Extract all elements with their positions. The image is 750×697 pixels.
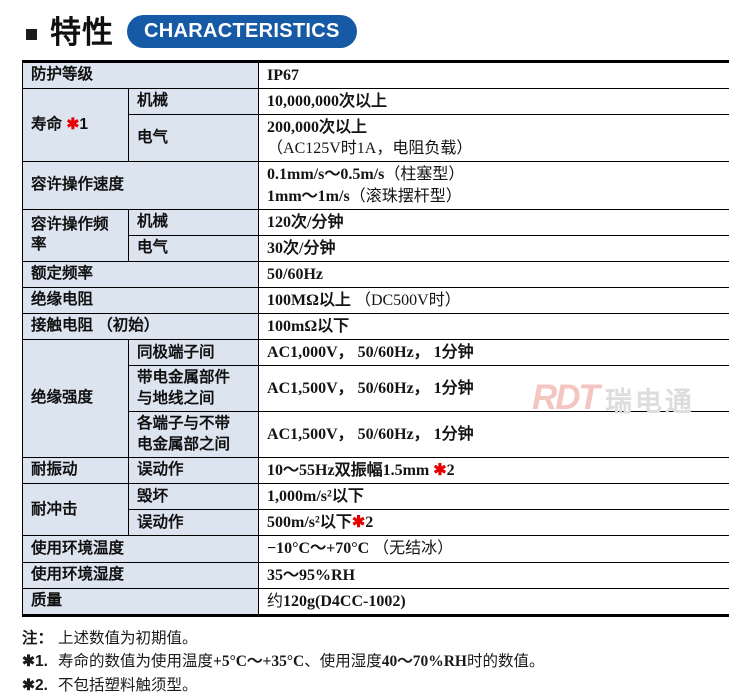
square-bullet-icon: [26, 28, 37, 40]
spec-label-cell: 绝缘电阻: [21, 286, 260, 315]
note-asterisk: ✱: [351, 514, 366, 532]
table-row: 耐冲击 毁坏 1,000m/s²以下: [22, 483, 729, 537]
footnote: ✱2. 不包括塑料触须型。: [22, 675, 728, 697]
table-row: 质量 约120g(D4CC-1002): [21, 587, 729, 616]
spec-label-cell: 耐振动: [22, 457, 129, 485]
section-header: 特性 CHARACTERISTICS: [0, 0, 750, 57]
spec-value-cell: 100mΩ以下: [258, 313, 729, 341]
spec-label-cell: 使用环境温度: [21, 535, 260, 563]
page-title: 特性: [50, 14, 114, 50]
table-row: 使用环境温度 −10°C～+70°C （无结冰）: [21, 535, 729, 563]
spec-label-cell: 绝缘强度: [22, 339, 129, 459]
spec-label-cell: 耐冲击: [22, 483, 129, 537]
spec-value-cell: 约120g(D4CC-1002): [258, 587, 729, 616]
table-row: 使用环境湿度 35～95%RH: [21, 561, 729, 589]
spec-value-cell: 10,000,000次以上: [258, 88, 729, 116]
spec-value-cell: 1,000m/s²以下: [258, 483, 729, 511]
spec-value-cell: 500m/s²以下✱2: [258, 509, 729, 537]
table-row: 容许操作速度 0.1mm/s～0.5m/s（柱塞型） 1mm～1m/s（滚珠摆杆型）: [21, 161, 729, 210]
characteristics-table: 防护等级 IP67 寿命 ✱1 机械 10,000,000次以上 电气 200,000次以上…: [21, 60, 729, 617]
spec-label-cell: 接触电阻 （初始）: [21, 313, 260, 341]
footnote: 注： 上述数值为初期值。: [22, 628, 728, 650]
footnote-marker: ✱2.: [22, 677, 48, 695]
table-row: 电气 200,000次以上 （AC125V时1A，电阻负载）: [23, 114, 729, 163]
spec-label-cell: 质量: [21, 587, 260, 616]
spec-subcategory-cell: 带电金属部件 与地线之间: [127, 365, 260, 413]
spec-label-cell: 容许操作速度: [21, 161, 260, 210]
spec-subcategory-cell: 误动作: [127, 509, 260, 537]
spec-subcategory-cell: 电气: [127, 234, 260, 262]
note-asterisk: ✱: [66, 116, 80, 134]
table-row: 绝缘强度 同极端子间 AC1,000V， 50/60Hz， 1分钟: [22, 339, 729, 459]
spec-value-cell: AC1,000V， 50/60Hz， 1分钟: [258, 339, 729, 367]
spec-value-cell: 35～95%RH: [258, 561, 729, 589]
spec-subcategory-cell: 机械: [127, 88, 260, 116]
table-row: 防护等级 IP67: [21, 60, 729, 90]
spec-value-cell: IP67: [258, 60, 729, 90]
spec-value-cell: 30次/分钟: [258, 234, 729, 262]
spec-label-cell: 寿命 ✱1: [22, 88, 129, 163]
table-row: 误动作 500m/s²以下✱2: [23, 509, 729, 537]
spec-value-cell: AC1,500V， 50/60Hz， 1分钟: [258, 411, 729, 459]
footnote-text: 不包括塑料触须型。: [58, 677, 198, 695]
spec-subcategory-cell: 电气: [127, 114, 260, 163]
note-asterisk: ✱: [433, 462, 447, 480]
spec-value-cell: 50/60Hz: [258, 260, 729, 288]
table-row: 容许操作频率 机械 120次/分钟: [22, 208, 729, 262]
footnote-text: 上述数值为初期值。: [58, 629, 198, 647]
footnote-marker: ✱1.: [22, 653, 48, 671]
spec-label-cell: 使用环境湿度: [21, 561, 260, 589]
spec-subcategory-cell: 误动作: [127, 457, 260, 485]
spec-value-cell: −10°C～+70°C （无结冰）: [258, 535, 729, 563]
characteristics-badge: CHARACTERISTICS: [127, 14, 357, 48]
spec-label-cell: 额定频率: [21, 260, 260, 288]
spec-subcategory-cell: 各端子与不带 电金属部之间: [127, 411, 260, 459]
spec-value-cell: 10～55Hz双振幅1.5mm ✱2: [258, 457, 729, 485]
spec-value-cell: 120次/分钟: [258, 208, 729, 236]
spec-value-cell: 0.1mm/s～0.5m/s（柱塞型） 1mm～1m/s（滚珠摆杆型）: [258, 161, 729, 210]
table-row: 额定频率 50/60Hz: [21, 260, 729, 288]
spec-subcategory-cell: 同极端子间: [127, 339, 260, 367]
spec-subcategory-cell: 毁坏: [127, 483, 260, 511]
table-row: 电气 30次/分钟: [23, 234, 729, 262]
spec-value-cell: AC1,500V， 50/60Hz， 1分钟: [258, 365, 729, 413]
footnotes: 注： 上述数值为初期值。 ✱1. 寿命的数值为使用温度+5°C～+35°C、使用湿度4…: [22, 628, 728, 697]
table-row: 接触电阻 （初始） 100mΩ以下: [21, 313, 729, 341]
table-row: 绝缘电阻 100MΩ以上 （DC500V时）: [21, 286, 729, 315]
footnote-text: 寿命的数值为使用温度+5°C～+35°C、使用湿度40～70%RH时的数值。: [58, 653, 545, 671]
footnote: ✱1. 寿命的数值为使用温度+5°C～+35°C、使用湿度40～70%RH时的数值…: [22, 651, 728, 673]
spec-value-cell: 100MΩ以上 （DC500V时）: [258, 286, 729, 315]
spec-subcategory-cell: 机械: [127, 208, 260, 236]
spec-label-cell: 容许操作频率: [22, 208, 129, 262]
spec-label-cell: 防护等级: [21, 60, 260, 90]
footnote-marker: 注：: [22, 629, 54, 647]
table-row: 寿命 ✱1 机械 10,000,000次以上: [22, 88, 729, 163]
table-row: 耐振动 误动作 10～55Hz双振幅1.5mm ✱2: [22, 457, 729, 485]
table-row: 带电金属部件 与地线之间 AC1,500V， 50/60Hz， 1分钟: [23, 365, 729, 413]
table-row: 各端子与不带 电金属部之间 AC1,500V， 50/60Hz， 1分钟: [23, 411, 729, 459]
spec-value-cell: 200,000次以上 （AC125V时1A，电阻负载）: [258, 114, 729, 163]
